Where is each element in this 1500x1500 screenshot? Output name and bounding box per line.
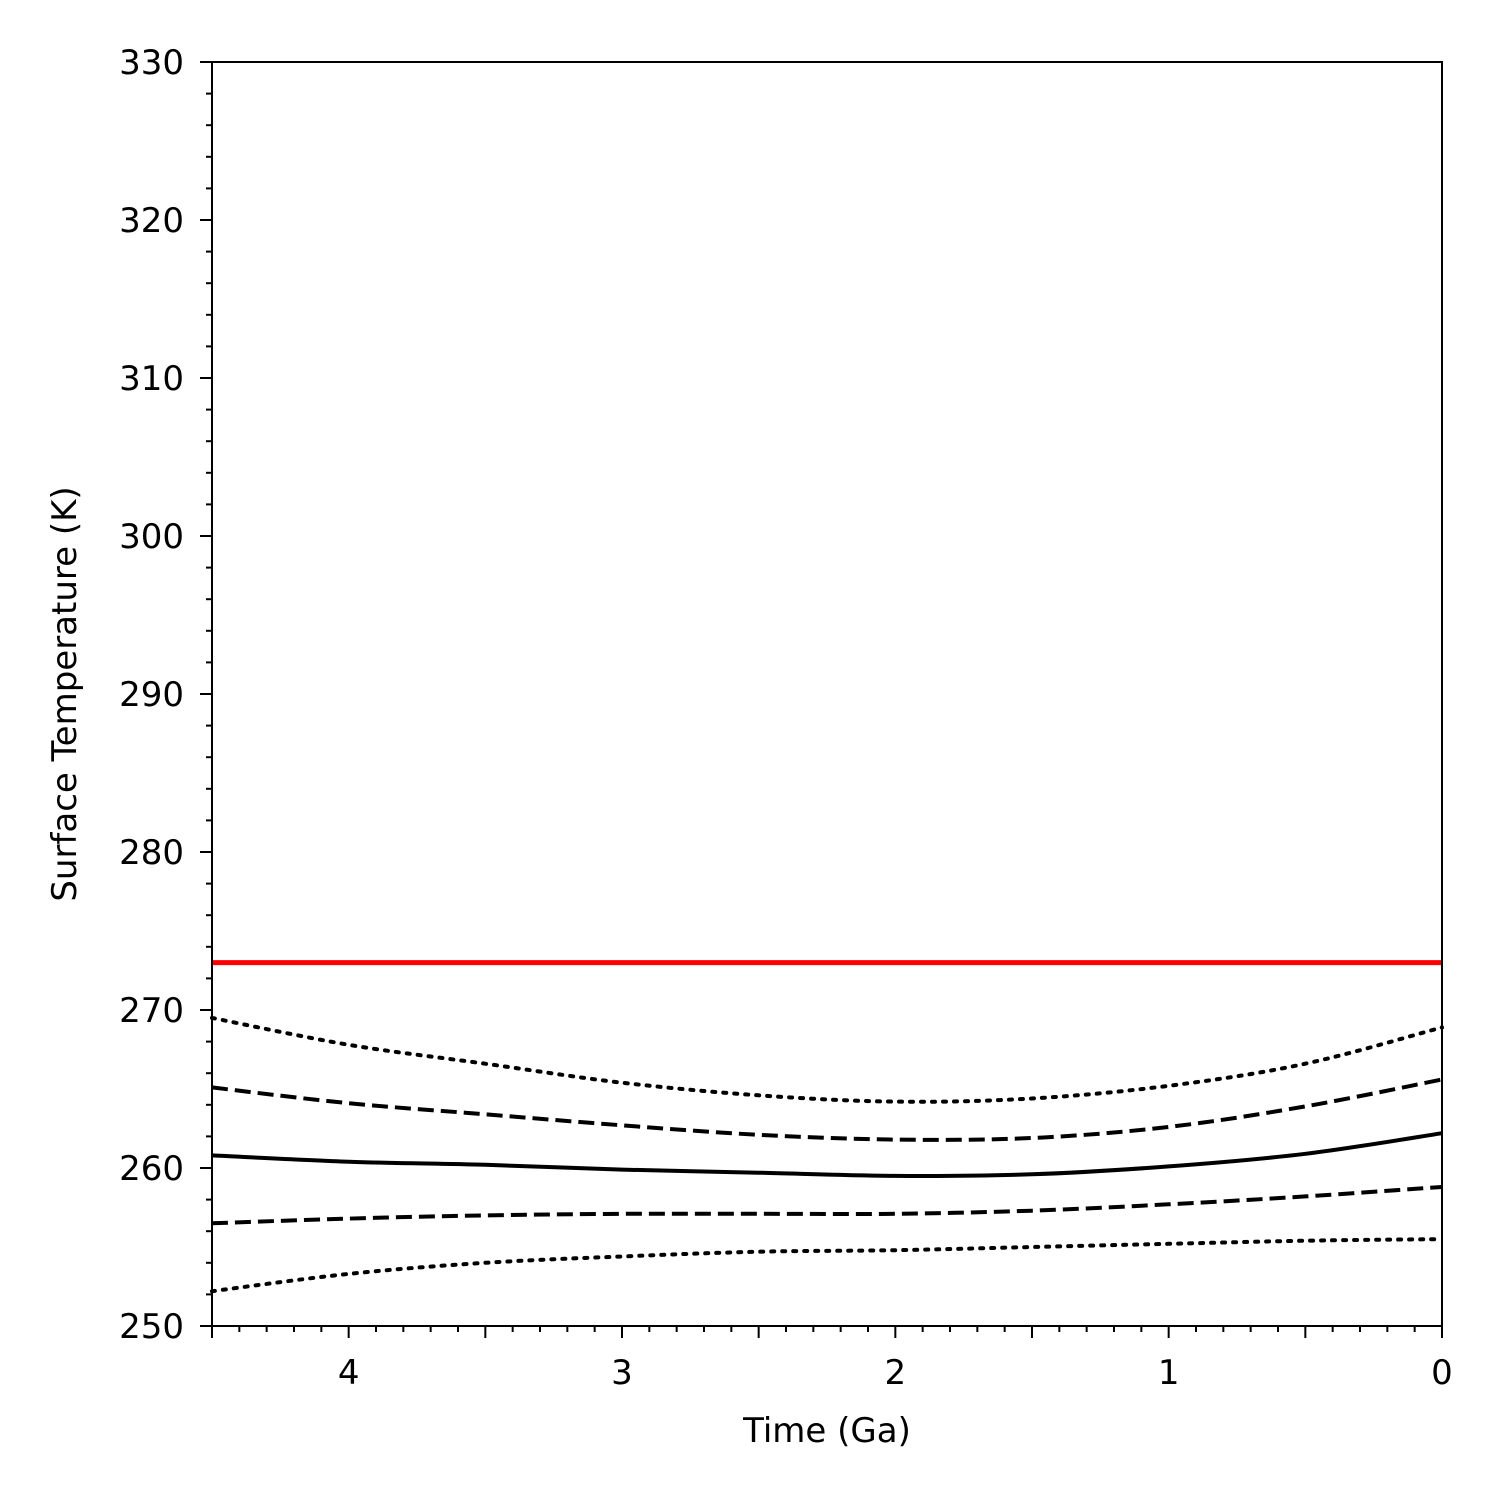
- y-tick-label: 330: [119, 43, 184, 83]
- y-tick-label: 290: [119, 675, 184, 715]
- series-line-6: [210, 1237, 1444, 1294]
- y-tick-label: 300: [119, 517, 184, 557]
- x-tick-label: 1: [1158, 1353, 1180, 1393]
- x-axis-label: Time (Ga): [742, 1411, 911, 1451]
- series-line-4: [211, 1131, 1443, 1179]
- y-tick-label: 280: [119, 833, 184, 873]
- y-tick-label: 260: [119, 1149, 184, 1189]
- y-tick-label: 320: [119, 201, 184, 241]
- y-tick-label: 270: [119, 991, 184, 1031]
- x-tick-label: 3: [611, 1353, 633, 1393]
- series-line-2: [210, 1015, 1444, 1104]
- y-tick-label: 310: [119, 359, 184, 399]
- x-tick-label: 0: [1431, 1353, 1453, 1393]
- x-tick-label: 4: [338, 1353, 360, 1393]
- series-layer: [210, 960, 1444, 1294]
- x-tick-label: 2: [885, 1353, 907, 1393]
- plot-frame: [211, 61, 1443, 1327]
- series-line-5: [211, 1185, 1443, 1226]
- y-axis-label: Surface Temperature (K): [45, 486, 85, 901]
- y-tick-label: 250: [119, 1307, 184, 1347]
- ticks-layer: 4 3 2 1 0 250 260 270 280 290 300 310 320 330: [119, 43, 1453, 1393]
